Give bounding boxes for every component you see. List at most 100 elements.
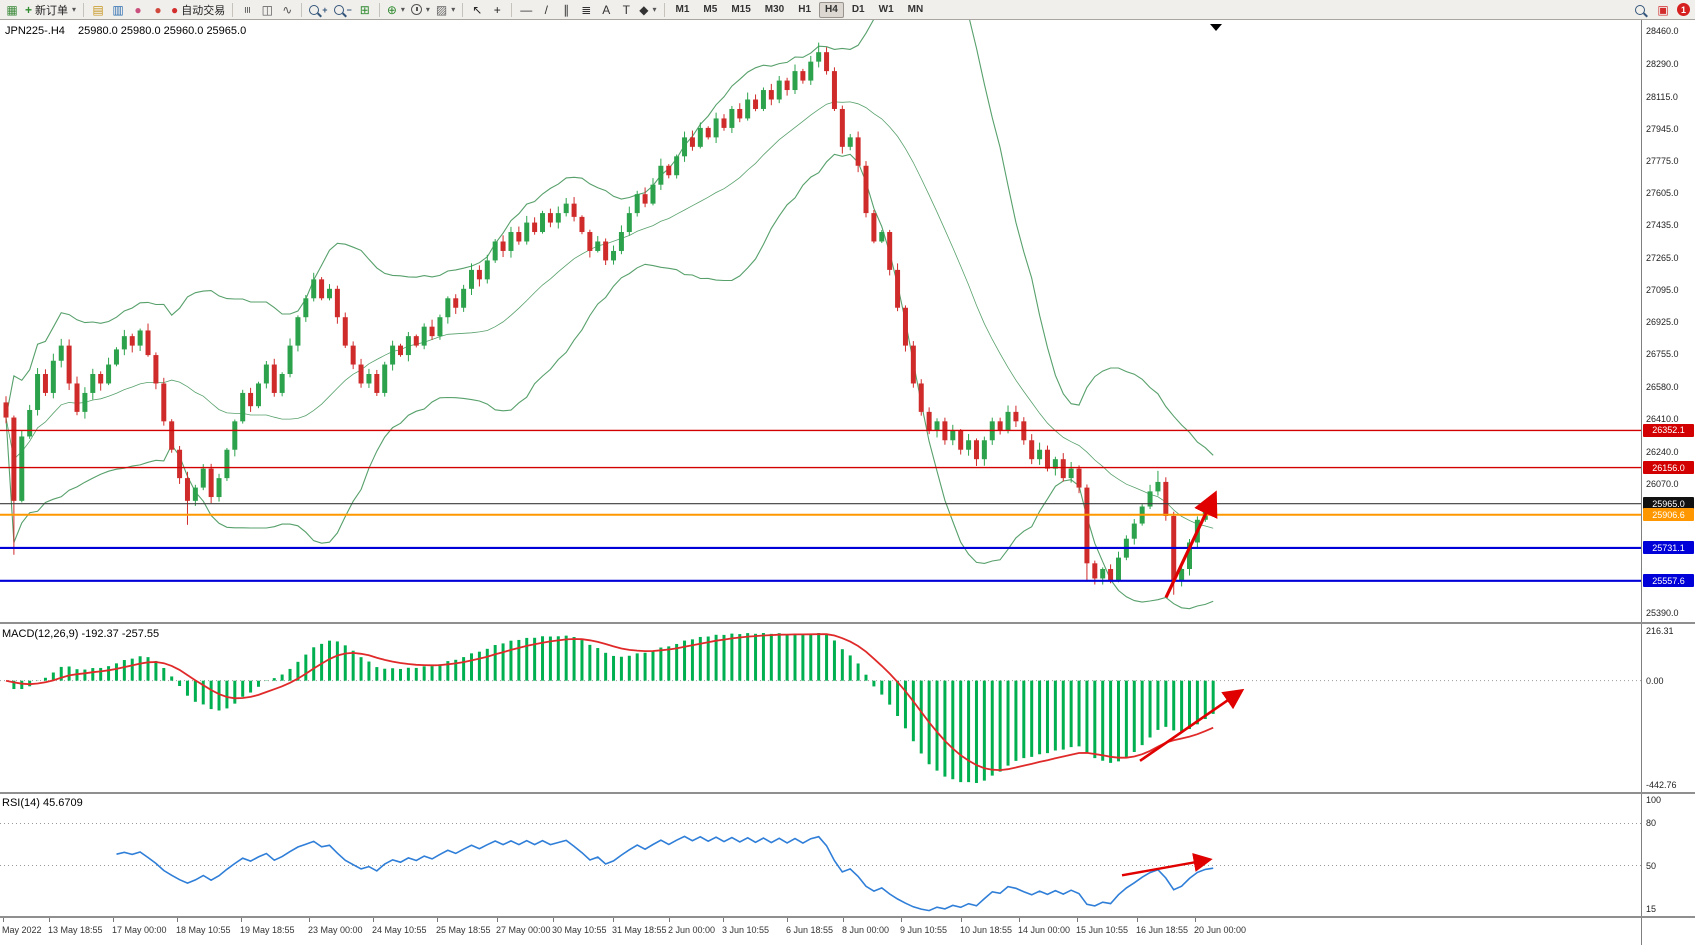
rsi-axis-tick: 80 (1646, 818, 1657, 829)
templates-icon[interactable]: ▨ ▾ (435, 2, 456, 17)
rsi-axis-tick: 15 (1646, 904, 1657, 914)
price-tag: 26156.0 (1643, 461, 1694, 475)
level-lines (0, 429, 1641, 582)
cursor-icon[interactable]: ↖ (472, 2, 483, 17)
macd-axis[interactable]: 216.31 0.00 -442.76 (1641, 624, 1695, 792)
zoom-in-icon (309, 4, 320, 15)
trend-arrow[interactable] (1139, 688, 1245, 762)
time-axis-tick (1195, 918, 1196, 922)
time-label: 10 Jun 18:55 (960, 925, 1013, 935)
time-axis-tick (1137, 918, 1138, 922)
price-axis[interactable]: 26352.1 26156.0 25965.0 25906.6 25731.1 25557… (1641, 20, 1695, 622)
zoom-in-icon[interactable]: + (307, 1, 329, 18)
toolbar-separator (301, 2, 303, 17)
mql-community-icon[interactable]: ● (134, 2, 142, 17)
channel-tool-icon[interactable]: ∥ (563, 2, 570, 17)
new-order-button[interactable]: + 新订单 ▾ (25, 2, 77, 17)
price-axis-tick: 26240.0 (1646, 446, 1679, 457)
clock-icon (410, 4, 422, 15)
shapes-tool-icon[interactable]: ◆ ▾ (639, 2, 657, 17)
label-tool-icon[interactable]: T (622, 2, 630, 17)
time-axis-tick (49, 918, 50, 922)
price-axis-tick: 27265.0 (1646, 252, 1679, 263)
indicators-icon[interactable]: ⊕ ▾ (386, 2, 405, 17)
time-label: 17 May 00:00 (112, 925, 167, 935)
timeframe-w1[interactable]: W1 (878, 4, 894, 15)
bollinger-bands (5, 20, 1214, 610)
price-tag: 25557.6 (1643, 574, 1694, 588)
crosshair-icon[interactable]: + (493, 2, 501, 17)
price-axis-tick: 27435.0 (1646, 220, 1679, 231)
chart-window-icon[interactable]: ▦ (6, 2, 18, 17)
candles-type-icon[interactable]: ◫ (261, 2, 273, 17)
price-chart[interactable] (0, 20, 1641, 622)
time-label: 25 May 18:55 (436, 925, 491, 935)
timeframe-m5[interactable]: M5 (703, 4, 718, 15)
notification-badge[interactable]: 1 (1677, 3, 1690, 16)
panel-resize-handle[interactable] (0, 622, 1695, 624)
axis-corner (1641, 918, 1695, 945)
macd-label: MACD(12,26,9) -192.37 -257.55 (2, 628, 160, 640)
chevron-down-icon: ▾ (451, 5, 456, 14)
rsi-label: RSI(14) 45.6709 (2, 797, 83, 809)
zoom-out-icon[interactable]: − (332, 1, 354, 18)
time-axis-tick (309, 918, 310, 922)
charts-grid-icon[interactable]: ▥ (112, 2, 124, 17)
timeframe-mn[interactable]: MN (907, 4, 924, 15)
time-axis[interactable]: May 2022 13 May 18:55 17 May 00:00 18 May 1… (0, 918, 1641, 945)
time-axis-tick (787, 918, 788, 922)
trend-arrow[interactable] (1164, 490, 1218, 599)
text-tool-icon[interactable]: A (602, 2, 611, 17)
market-icon[interactable]: ● (154, 2, 162, 17)
toolbar-separator (462, 2, 464, 17)
toolbar-separator (83, 2, 85, 17)
panel-resize-handle[interactable] (0, 792, 1695, 794)
toolbar-separator (663, 2, 665, 17)
price-tag: 26352.1 (1643, 423, 1694, 437)
time-label: 27 May 00:00 (496, 925, 551, 935)
autotrade-button[interactable]: ● 自动交易 (171, 2, 226, 17)
time-axis-tick (437, 918, 438, 922)
timeframe-m15[interactable]: M15 (731, 4, 751, 15)
macd-axis-tick: -442.76 (1646, 780, 1677, 790)
ohlc-readout: 25980.0 25980.0 25960.0 25965.0 (77, 25, 247, 37)
time-label: 6 Jun 18:55 (786, 925, 834, 935)
bars-type-icon[interactable]: ≡ (240, 5, 255, 14)
rsi-axis[interactable]: 100 80 50 15 (1641, 794, 1695, 916)
time-axis-tick (177, 918, 178, 922)
fibo-tool-icon[interactable]: ≣ (581, 2, 592, 17)
line-type-icon[interactable]: ∿ (282, 2, 293, 17)
price-tag: 25731.1 (1643, 541, 1694, 555)
price-axis-tick: 28460.0 (1646, 26, 1679, 37)
hline-tool-icon[interactable]: — (520, 2, 533, 17)
tile-windows-icon[interactable]: ⊞ (359, 2, 370, 17)
time-axis-tick (1019, 918, 1020, 922)
trendline-tool-icon[interactable]: / (544, 2, 548, 17)
trend-arrow[interactable] (1121, 853, 1213, 877)
time-axis-tick (1077, 918, 1078, 922)
time-label: 30 May 10:55 (552, 925, 607, 935)
rsi-panel[interactable] (0, 794, 1641, 916)
chevron-down-icon: ▾ (425, 5, 430, 14)
timeframe-h1[interactable]: H1 (798, 4, 812, 15)
panel-resize-handle[interactable] (0, 916, 1695, 918)
time-label: 9 Jun 10:55 (900, 925, 948, 935)
periods-icon[interactable]: ▾ (409, 1, 432, 18)
price-axis-tick: 26070.0 (1646, 478, 1679, 489)
history-icon[interactable]: ▤ (92, 2, 104, 17)
candles (3, 42, 1216, 595)
macd-axis-tick: 216.31 (1646, 626, 1674, 636)
price-axis-tick: 26580.0 (1646, 382, 1679, 393)
timeframe-d1[interactable]: D1 (851, 4, 865, 15)
timeframe-m30[interactable]: M30 (764, 4, 785, 15)
time-label: 24 May 10:55 (372, 925, 427, 935)
search-icon[interactable] (1631, 1, 1649, 18)
time-axis-tick (723, 918, 724, 922)
macd-panel[interactable] (0, 624, 1641, 792)
toolbar: ▦ + 新订单 ▾ ▤ ▥ ● ● ● 自动交易 ≡ ◫ ∿ + − ⊞ ⊕ ▾ ▾ ▨ ▾ ↖ + — / ∥ ≣ A T ◆ ▾ M1 M5… (0, 0, 1695, 20)
timeframe-m1[interactable]: M1 (675, 4, 690, 15)
notification-icon[interactable]: ▣ (1657, 2, 1669, 17)
timeframe-h4[interactable]: H4 (819, 1, 844, 18)
symbol-title: JPN225-.H4 (5, 25, 65, 37)
